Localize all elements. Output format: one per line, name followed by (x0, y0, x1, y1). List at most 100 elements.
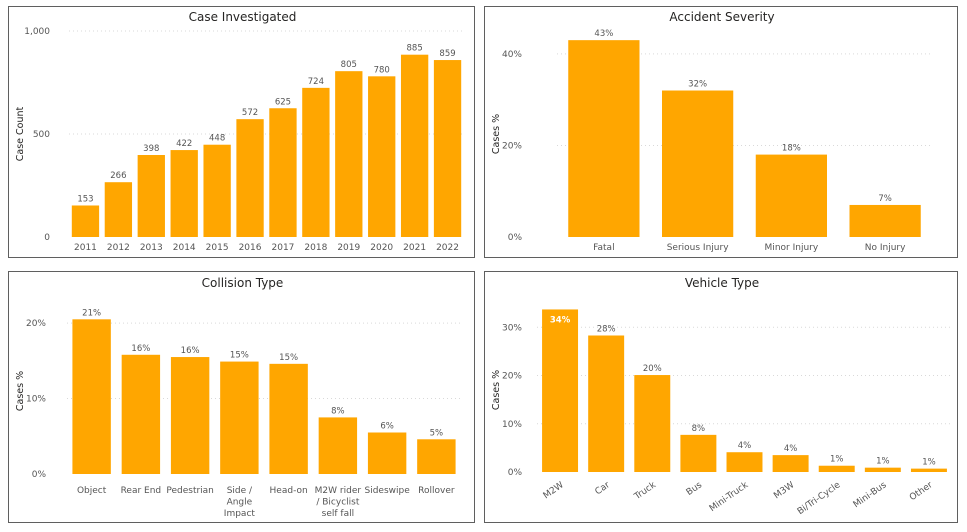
y-tick-label: 20% (502, 141, 522, 151)
x-tick-label-line: Rear End (121, 486, 162, 496)
bar-mini-truck (726, 452, 763, 472)
bar-mini-bus (864, 467, 901, 472)
data-label: 780 (374, 65, 390, 75)
y-tick-label: 0% (508, 233, 523, 243)
x-tick-label-line: Angle (227, 498, 253, 508)
collision-type-chart: Collision Type Cases % 0% 10% 20% 21% Object 16… (15, 276, 461, 519)
data-label: 4% (784, 444, 798, 454)
x-tick-label: 2018 (304, 243, 327, 253)
bar-fatal (568, 40, 640, 238)
bar-rollover (417, 439, 456, 474)
collision-type-panel: Collision Type Cases % 0% 10% 20% 21% Object 16… (8, 271, 475, 523)
x-tick-label: Other (908, 480, 935, 503)
data-label: 20% (643, 364, 662, 374)
x-tick-label: Object (77, 486, 107, 496)
data-label: 1% (922, 458, 936, 468)
bar-2015 (203, 144, 231, 237)
x-tick-label-line: Pedestrian (166, 486, 214, 496)
data-label: 422 (176, 139, 192, 149)
chart-title: Case Investigated (189, 10, 297, 24)
x-tick-label: 2011 (74, 243, 97, 253)
y-axis-label: Case Count (15, 106, 26, 161)
data-label: 16% (131, 344, 150, 354)
bar-2020 (368, 76, 396, 237)
x-tick-label: Side / Angle Impact (224, 486, 256, 519)
y-tick-label: 30% (502, 323, 522, 333)
x-tick-label: Car (593, 480, 612, 497)
data-label: 859 (439, 49, 455, 59)
y-tick-label: 10% (26, 395, 46, 405)
y-tick-label: 500 (33, 130, 50, 140)
case-investigated-panel: Case Investigated Case Count 0 500 1,000 153 2… (8, 6, 475, 258)
data-label: 8% (331, 406, 345, 416)
bar-sideswipe (367, 432, 407, 474)
bar-m2w-rider-bicyclist-self-fall (318, 417, 358, 474)
bar-object (72, 319, 111, 474)
y-tick-label: 20% (502, 372, 522, 382)
chart-title: Collision Type (202, 276, 284, 290)
x-tick-label: 2013 (140, 243, 163, 253)
x-tick-label: Mini-Bus (852, 480, 889, 510)
x-tick-label: Mini-Truck (708, 480, 751, 514)
data-label: 15% (279, 353, 298, 363)
x-tick-label: Truck (632, 480, 659, 503)
data-label: 7% (878, 194, 892, 204)
bar-pedestrian (170, 357, 210, 474)
data-label: 5% (430, 428, 444, 438)
y-tick-label: 0% (508, 468, 523, 478)
x-tick-label: M2W rider / Bicyclist self fall (315, 486, 362, 519)
x-tick-label: 2017 (272, 243, 295, 253)
data-label: 34% (550, 315, 571, 325)
y-tick-label: 40% (502, 50, 522, 60)
accident-severity-panel: Accident Severity Cases % 0% 20% 40% 43% Fatal… (484, 6, 958, 258)
case-investigated-chart: Case Investigated Case Count 0 500 1,000 153 2… (15, 10, 464, 253)
x-tick-label-line: Side / (227, 486, 253, 496)
data-label: 18% (782, 144, 801, 154)
data-label: 4% (738, 441, 752, 451)
data-label: 724 (308, 77, 324, 87)
x-tick-label-line: Sideswipe (364, 486, 410, 496)
bar-rear-end (121, 354, 161, 474)
bar-2022 (433, 60, 462, 237)
x-tick-label: 2021 (403, 243, 426, 253)
bar-2018 (302, 87, 330, 237)
x-tick-label: Pedestrian (166, 486, 214, 496)
bar-no-injury (849, 204, 921, 237)
y-tick-label: 1,000 (24, 27, 50, 37)
bar-2013 (137, 155, 165, 237)
data-label: 885 (407, 44, 423, 54)
x-tick-label: Bus (685, 480, 705, 498)
x-tick-label-line: Impact (224, 509, 256, 519)
bar-2011 (71, 205, 100, 237)
x-tick-label: Rear End (121, 486, 162, 496)
bar-car (588, 335, 625, 472)
bar-2014 (170, 150, 198, 237)
x-tick-label: Sideswipe (364, 486, 410, 496)
y-tick-label: 20% (26, 319, 46, 329)
data-label: 398 (143, 144, 159, 154)
bar-2021 (400, 54, 429, 237)
x-tick-label: Fatal (593, 243, 614, 253)
x-tick-label-line: self fall (322, 509, 354, 519)
data-label: 21% (82, 308, 101, 318)
bar-bus (680, 434, 717, 472)
x-tick-label: 2020 (370, 243, 393, 253)
data-label: 153 (77, 194, 93, 204)
x-tick-label: Bi/Tri-Cycle (796, 480, 843, 517)
chart-title: Accident Severity (669, 10, 774, 24)
x-tick-label-line: / Bicyclist (316, 498, 359, 508)
chart-title: Vehicle Type (685, 276, 759, 290)
y-tick-label: 0% (32, 470, 47, 480)
vehicle-type-panel: Vehicle Type Cases % 0% 10% 20% 30% 34% M2W 28% C… (484, 271, 958, 523)
data-label: 266 (110, 171, 126, 181)
data-label: 448 (209, 134, 225, 144)
data-label: 28% (597, 324, 616, 334)
x-tick-label: 2015 (206, 243, 229, 253)
data-label: 1% (876, 457, 890, 467)
x-tick-label: 2012 (107, 243, 130, 253)
data-label: 32% (688, 80, 707, 90)
data-label: 6% (380, 422, 394, 432)
x-tick-label-line: Head-on (270, 486, 308, 496)
bar-serious-injury (662, 90, 734, 237)
x-tick-label-line: M2W rider (315, 486, 362, 496)
